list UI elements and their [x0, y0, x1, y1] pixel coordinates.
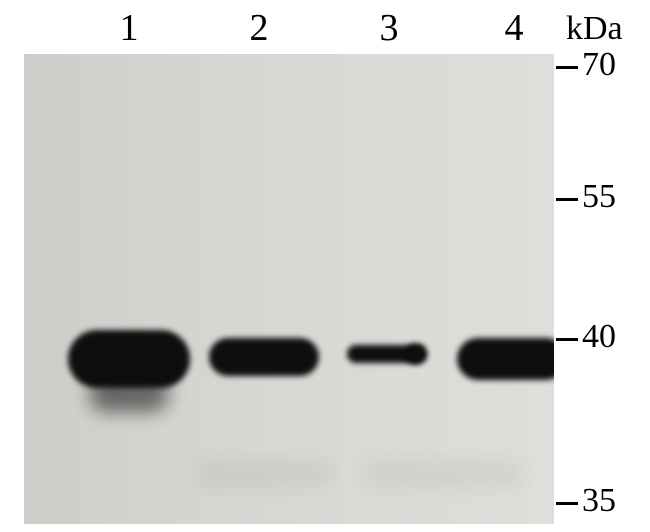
marker-label-40: 40	[582, 318, 616, 356]
western-blot-figure: 1 2 3 4 kDa 70 55 40 35	[0, 0, 650, 532]
marker-tick-55	[556, 198, 578, 201]
lane-label-2: 2	[250, 6, 269, 50]
blot-band-lane-4	[457, 338, 554, 380]
marker-tick-35	[556, 502, 578, 505]
marker-label-70: 70	[582, 46, 616, 84]
blot-smudge	[194, 460, 334, 488]
kda-unit-label: kDa	[566, 10, 623, 48]
lane-label-1: 1	[120, 6, 139, 50]
marker-label-55: 55	[582, 178, 616, 216]
marker-tick-70	[556, 66, 578, 69]
marker-label-35: 35	[582, 482, 616, 520]
blot-smudge	[364, 460, 524, 488]
blot-band-lane-2	[209, 338, 319, 376]
blot-band-lane-1	[89, 376, 169, 412]
lane-label-4: 4	[505, 6, 524, 50]
blot-band-lane-3	[405, 344, 427, 364]
lane-label-3: 3	[380, 6, 399, 50]
marker-tick-40	[556, 338, 578, 341]
blot-membrane	[24, 54, 554, 524]
